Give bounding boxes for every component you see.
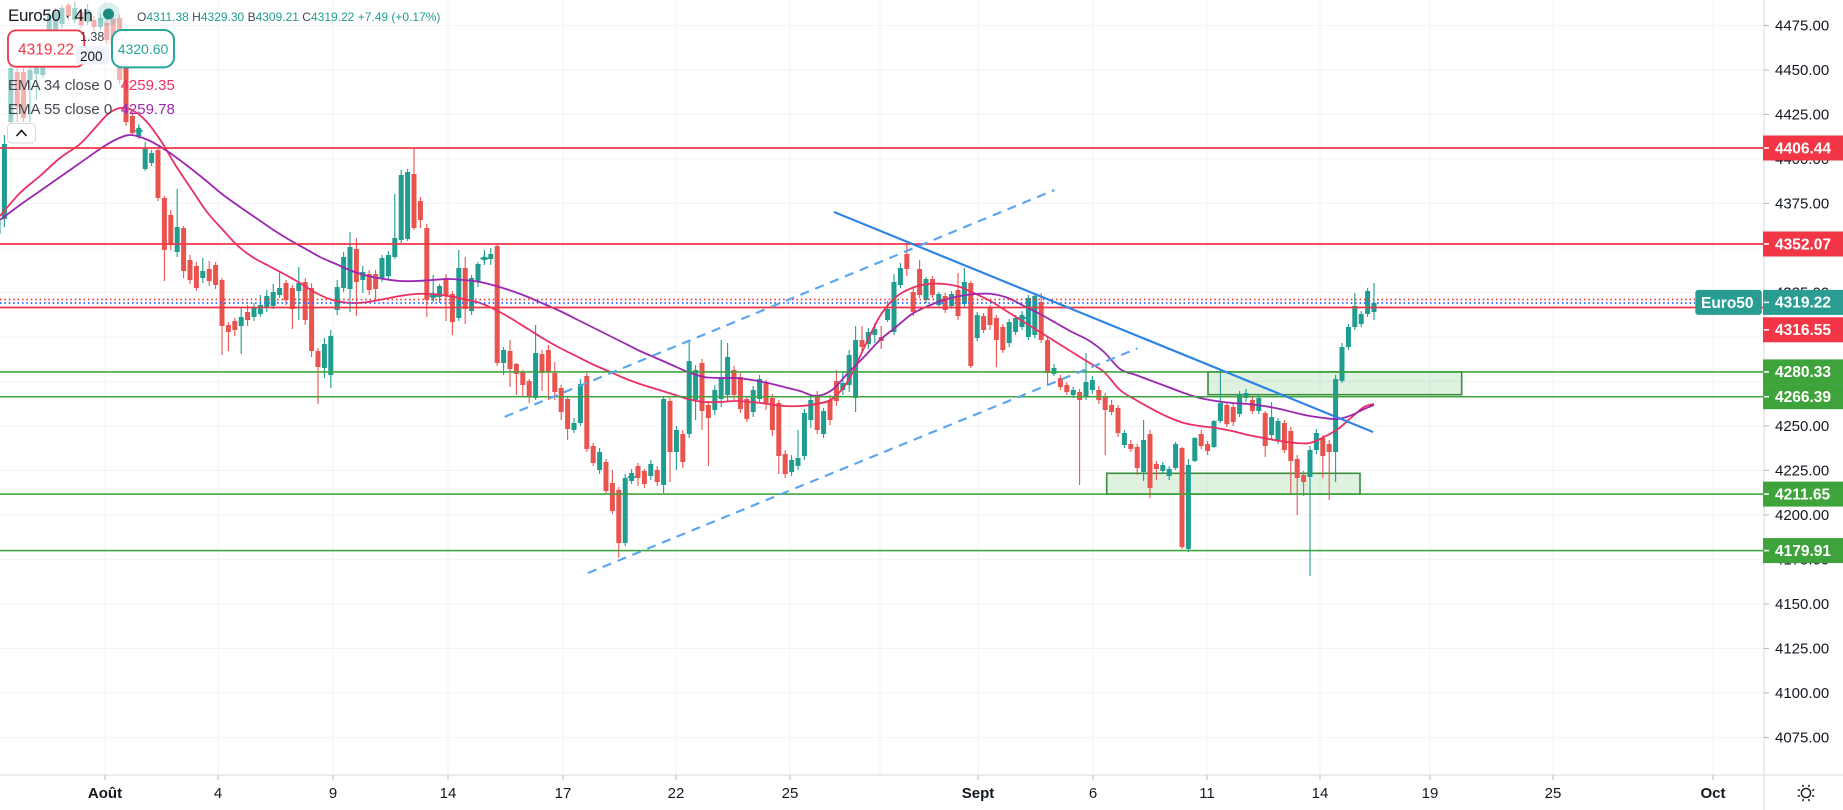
svg-text:17: 17	[555, 785, 572, 802]
svg-text:14: 14	[1312, 785, 1329, 802]
svg-text:Sept: Sept	[962, 785, 995, 802]
svg-text:4352.07: 4352.07	[1775, 236, 1831, 253]
svg-text:4320.60: 4320.60	[118, 41, 169, 57]
svg-text:EMA 55 close 0 4259.78: EMA 55 close 0 4259.78	[8, 101, 175, 118]
svg-text:4475.00: 4475.00	[1775, 17, 1829, 34]
svg-text:200: 200	[80, 49, 103, 64]
svg-text:4: 4	[214, 785, 222, 802]
svg-text:Euro50: Euro50	[1701, 295, 1754, 312]
svg-text:4150.00: 4150.00	[1775, 596, 1829, 613]
svg-text:4179.91: 4179.91	[1775, 543, 1831, 560]
svg-text:6: 6	[1089, 785, 1097, 802]
svg-text:Oct: Oct	[1700, 785, 1725, 802]
svg-text:4450.00: 4450.00	[1775, 62, 1829, 79]
svg-text:4211.65: 4211.65	[1775, 486, 1831, 503]
svg-text:O4311.38 H4329.30 B4309.21 C43: O4311.38 H4329.30 B4309.21 C4319.22 +7.4…	[137, 10, 440, 24]
svg-text:4425.00: 4425.00	[1775, 106, 1829, 123]
svg-text:4319.22: 4319.22	[18, 42, 74, 59]
svg-text:25: 25	[782, 785, 799, 802]
svg-text:4250.00: 4250.00	[1775, 418, 1829, 435]
svg-text:22: 22	[668, 785, 685, 802]
svg-text:4406.44: 4406.44	[1775, 140, 1831, 157]
svg-text:4075.00: 4075.00	[1775, 729, 1829, 746]
svg-text:4100.00: 4100.00	[1775, 685, 1829, 702]
svg-text:Euro50 · 4h: Euro50 · 4h	[8, 6, 92, 25]
svg-text:4319.22: 4319.22	[1775, 295, 1831, 312]
svg-text:4225.00: 4225.00	[1775, 462, 1829, 479]
svg-text:14: 14	[440, 785, 457, 802]
svg-text:EMA 34 close 0 4259.35: EMA 34 close 0 4259.35	[8, 77, 175, 94]
svg-text:4200.00: 4200.00	[1775, 507, 1829, 524]
svg-text:19: 19	[1422, 785, 1439, 802]
svg-text:9: 9	[329, 785, 337, 802]
svg-text:Août: Août	[88, 785, 122, 802]
svg-text:11: 11	[1199, 785, 1215, 802]
svg-text:4266.39: 4266.39	[1775, 389, 1831, 406]
svg-text:4125.00: 4125.00	[1775, 640, 1829, 657]
svg-text:4280.33: 4280.33	[1775, 364, 1831, 381]
svg-text:25: 25	[1545, 785, 1562, 802]
svg-text:4316.55: 4316.55	[1775, 322, 1831, 339]
svg-text:1.38: 1.38	[80, 30, 104, 44]
svg-text:4375.00: 4375.00	[1775, 195, 1829, 212]
